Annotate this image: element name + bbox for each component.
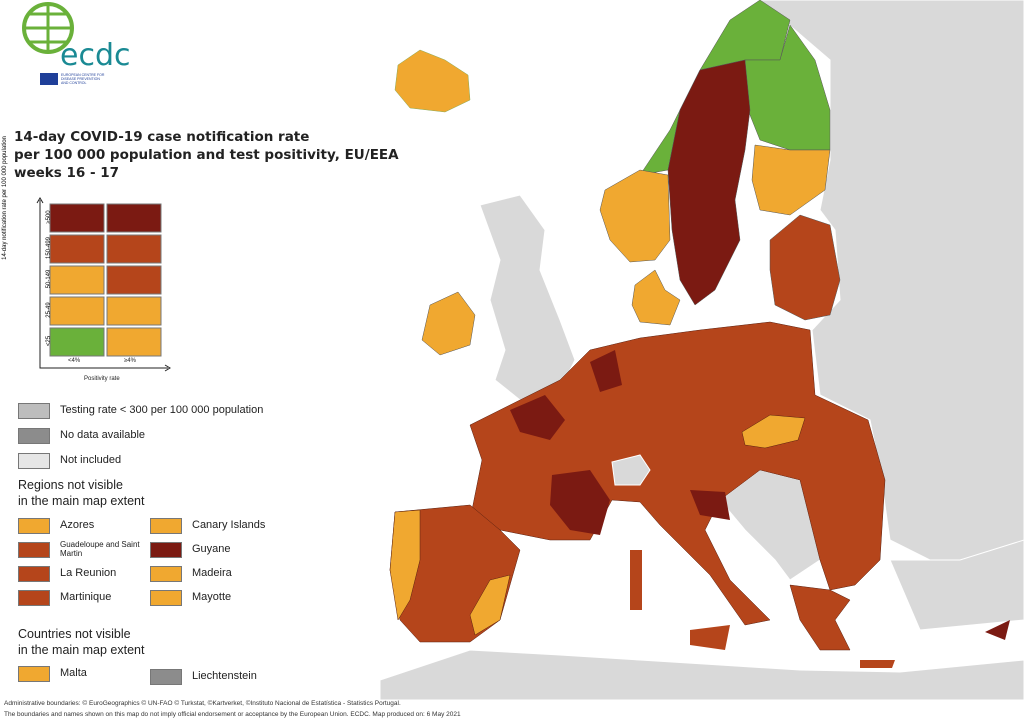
baltics [769, 214, 841, 321]
row-label: 25-49 [46, 302, 52, 318]
legend-swatch [18, 590, 50, 606]
column-label: ≥4% [124, 358, 136, 364]
greece [789, 584, 851, 651]
legend-swatch [18, 403, 50, 419]
legend-swatch [18, 566, 50, 582]
heading-line: in the main map extent [18, 643, 145, 657]
non-eu-land [889, 539, 1024, 631]
row-label: 150-499 [46, 236, 52, 260]
legend-label: No data available [60, 429, 146, 441]
logo-name: ecdc [60, 38, 131, 73]
non-eu-land [479, 194, 576, 401]
legend-label: Testing rate < 300 per 100 000 populatio… [60, 404, 264, 416]
legend-swatch [18, 542, 50, 558]
legend-label: Azores [60, 519, 95, 531]
axis-arrow [36, 197, 171, 372]
legend-swatch [150, 542, 182, 558]
matrix-cell [106, 296, 162, 326]
column-label: <4% [68, 358, 81, 364]
legend-swatch [150, 518, 182, 534]
legend-swatch [150, 566, 182, 582]
legend-heading: Regions not visible in the main map exte… [18, 477, 144, 509]
legend-label: Guyane [192, 543, 231, 555]
legend-swatch [150, 669, 182, 685]
legend-swatch [18, 453, 50, 469]
y-axis-label: 14-day notification rate per 100 000 pop… [2, 136, 8, 260]
hungary [741, 414, 806, 449]
legend-swatch [18, 666, 50, 682]
portugal [389, 509, 421, 621]
matrix-cell [49, 234, 105, 264]
norway-south [599, 169, 671, 263]
matrix-cell [106, 265, 162, 295]
title-line: 14-day COVID-19 case notification rate [14, 129, 310, 145]
legend-swatch [18, 518, 50, 534]
footer-line: The boundaries and names shown on this m… [4, 711, 461, 718]
matrix-cell [49, 265, 105, 295]
denmark [631, 269, 681, 326]
legend-swatch [18, 428, 50, 444]
matrix-cell [49, 327, 105, 357]
matrix-cell [49, 296, 105, 326]
footer-line: Administrative boundaries: © EuroGeograp… [4, 700, 401, 707]
legend-swatch [150, 590, 182, 606]
logo-subtitle: EUROPEAN CENTRE FOR DISEASE PREVENTION A… [61, 73, 105, 85]
iceland [394, 49, 471, 113]
legend-label: Madeira [192, 567, 232, 579]
logo-globe [24, 4, 72, 52]
heading-line: Countries not visible [18, 627, 131, 641]
row-label: 50-149 [46, 269, 52, 289]
matrix-cell [106, 203, 162, 233]
title-line: per 100 000 population and test positivi… [14, 147, 399, 163]
legend-label: Malta [60, 667, 87, 679]
heading-line: in the main map extent [18, 494, 145, 508]
legend-label: Canary Islands [192, 519, 266, 531]
legend-label: Martinique [60, 591, 112, 603]
finland-north [744, 24, 831, 151]
legend-heading: Countries not visible in the main map ex… [18, 626, 144, 658]
x-axis-label: Positivity rate [84, 376, 120, 382]
matrix [49, 203, 162, 357]
map-title: 14-day COVID-19 case notification rate p… [14, 128, 399, 182]
matrix-cell [106, 327, 162, 357]
eu-flag [40, 73, 58, 85]
legend-label: La Reunion [60, 567, 117, 579]
switzerland [611, 454, 651, 486]
heading-line: Regions not visible [18, 478, 123, 492]
legend-label: Not included [60, 454, 122, 466]
title-line: weeks 16 - 17 [14, 165, 120, 181]
spain-region [469, 574, 511, 636]
ireland [421, 291, 476, 356]
finland-south [751, 144, 831, 216]
cyprus-crete [860, 660, 895, 668]
sweden [667, 59, 751, 306]
legend-label: Mayotte [192, 591, 232, 603]
non-eu-land [379, 649, 1024, 701]
sardinia-sicily [630, 550, 730, 650]
matrix-cell [106, 234, 162, 264]
matrix-cell [49, 203, 105, 233]
row-label: ≥500 [46, 210, 52, 224]
row-label: <25 [46, 335, 52, 347]
legend-label: Guadeloupe and Saint Martin [60, 540, 140, 558]
legend-label: Liechtenstein [192, 670, 257, 682]
